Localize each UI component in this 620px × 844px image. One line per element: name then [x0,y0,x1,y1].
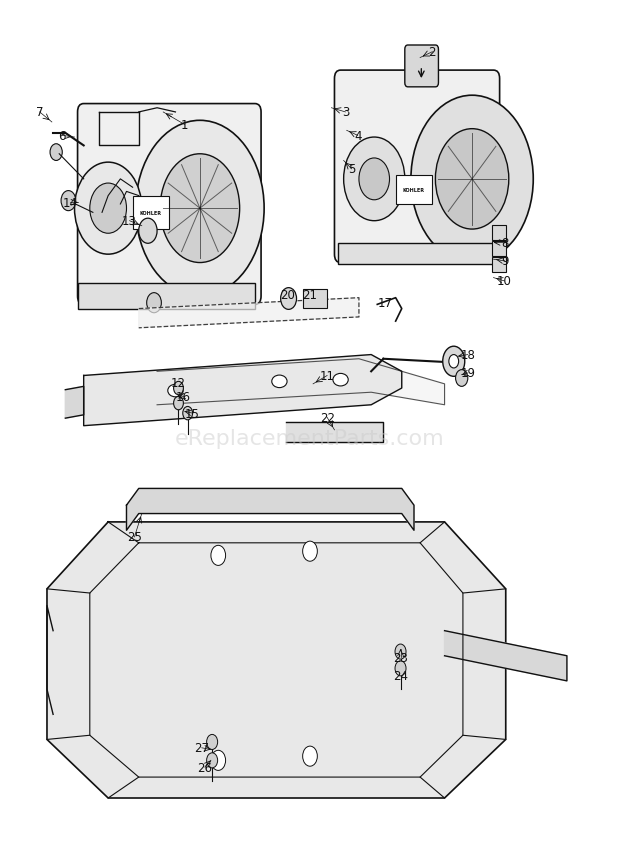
Circle shape [443,347,465,377]
Circle shape [449,355,459,369]
Circle shape [90,184,126,234]
Text: 22: 22 [320,411,335,425]
Circle shape [61,192,76,211]
Circle shape [147,294,161,313]
Bar [133,197,169,230]
Text: KOHLER: KOHLER [140,211,162,215]
Text: 26: 26 [197,760,212,774]
FancyBboxPatch shape [303,290,327,308]
Circle shape [160,154,240,263]
Text: 7: 7 [36,106,43,119]
Text: 20: 20 [280,289,294,301]
Text: 10: 10 [497,275,512,288]
Ellipse shape [333,374,348,387]
Text: 25: 25 [127,531,142,544]
Circle shape [456,371,468,387]
Text: 18: 18 [461,349,476,361]
Text: 17: 17 [378,297,392,310]
Circle shape [206,753,218,768]
Polygon shape [445,631,567,681]
Circle shape [174,397,184,410]
FancyBboxPatch shape [492,225,507,241]
Text: 6: 6 [58,130,66,143]
Circle shape [183,407,193,420]
Ellipse shape [272,376,287,388]
Text: 16: 16 [176,391,191,403]
Text: 15: 15 [185,407,200,420]
Text: 8: 8 [501,236,508,250]
Bar [337,244,503,265]
FancyBboxPatch shape [78,105,261,305]
Circle shape [303,746,317,766]
FancyBboxPatch shape [492,241,507,257]
Text: 23: 23 [393,652,408,664]
Circle shape [206,734,218,749]
Text: 13: 13 [122,215,137,228]
Circle shape [139,219,157,244]
Text: 21: 21 [303,289,317,301]
Text: 24: 24 [393,668,408,682]
Polygon shape [139,298,359,328]
Circle shape [395,661,406,676]
Circle shape [281,289,296,310]
Text: 4: 4 [354,130,361,143]
Text: 12: 12 [171,376,186,389]
FancyBboxPatch shape [405,46,438,88]
Polygon shape [84,355,402,426]
Polygon shape [157,360,445,405]
Polygon shape [126,489,414,531]
Text: 1: 1 [181,119,188,132]
Circle shape [395,644,406,659]
FancyBboxPatch shape [492,257,507,273]
Text: 9: 9 [501,255,508,268]
Circle shape [174,381,184,395]
Circle shape [343,138,405,221]
Bar [396,176,432,205]
Circle shape [411,96,533,263]
Text: 11: 11 [320,370,335,382]
Ellipse shape [168,385,183,398]
Circle shape [303,542,317,561]
Polygon shape [286,422,383,443]
Circle shape [74,163,142,255]
Text: eReplacementParts.com: eReplacementParts.com [175,429,445,449]
Polygon shape [65,387,84,419]
Polygon shape [47,522,506,798]
Text: 2: 2 [428,46,436,59]
Circle shape [435,129,509,230]
Circle shape [359,159,389,201]
Text: 14: 14 [63,197,78,209]
Circle shape [211,546,226,565]
Text: 27: 27 [194,741,209,755]
Text: 5: 5 [348,163,355,176]
Circle shape [136,122,264,296]
Circle shape [50,144,62,161]
Text: 19: 19 [460,367,476,380]
Text: 3: 3 [342,106,349,119]
Text: KOHLER: KOHLER [403,187,425,192]
Bar [78,284,255,309]
Circle shape [211,750,226,771]
FancyBboxPatch shape [334,71,500,263]
